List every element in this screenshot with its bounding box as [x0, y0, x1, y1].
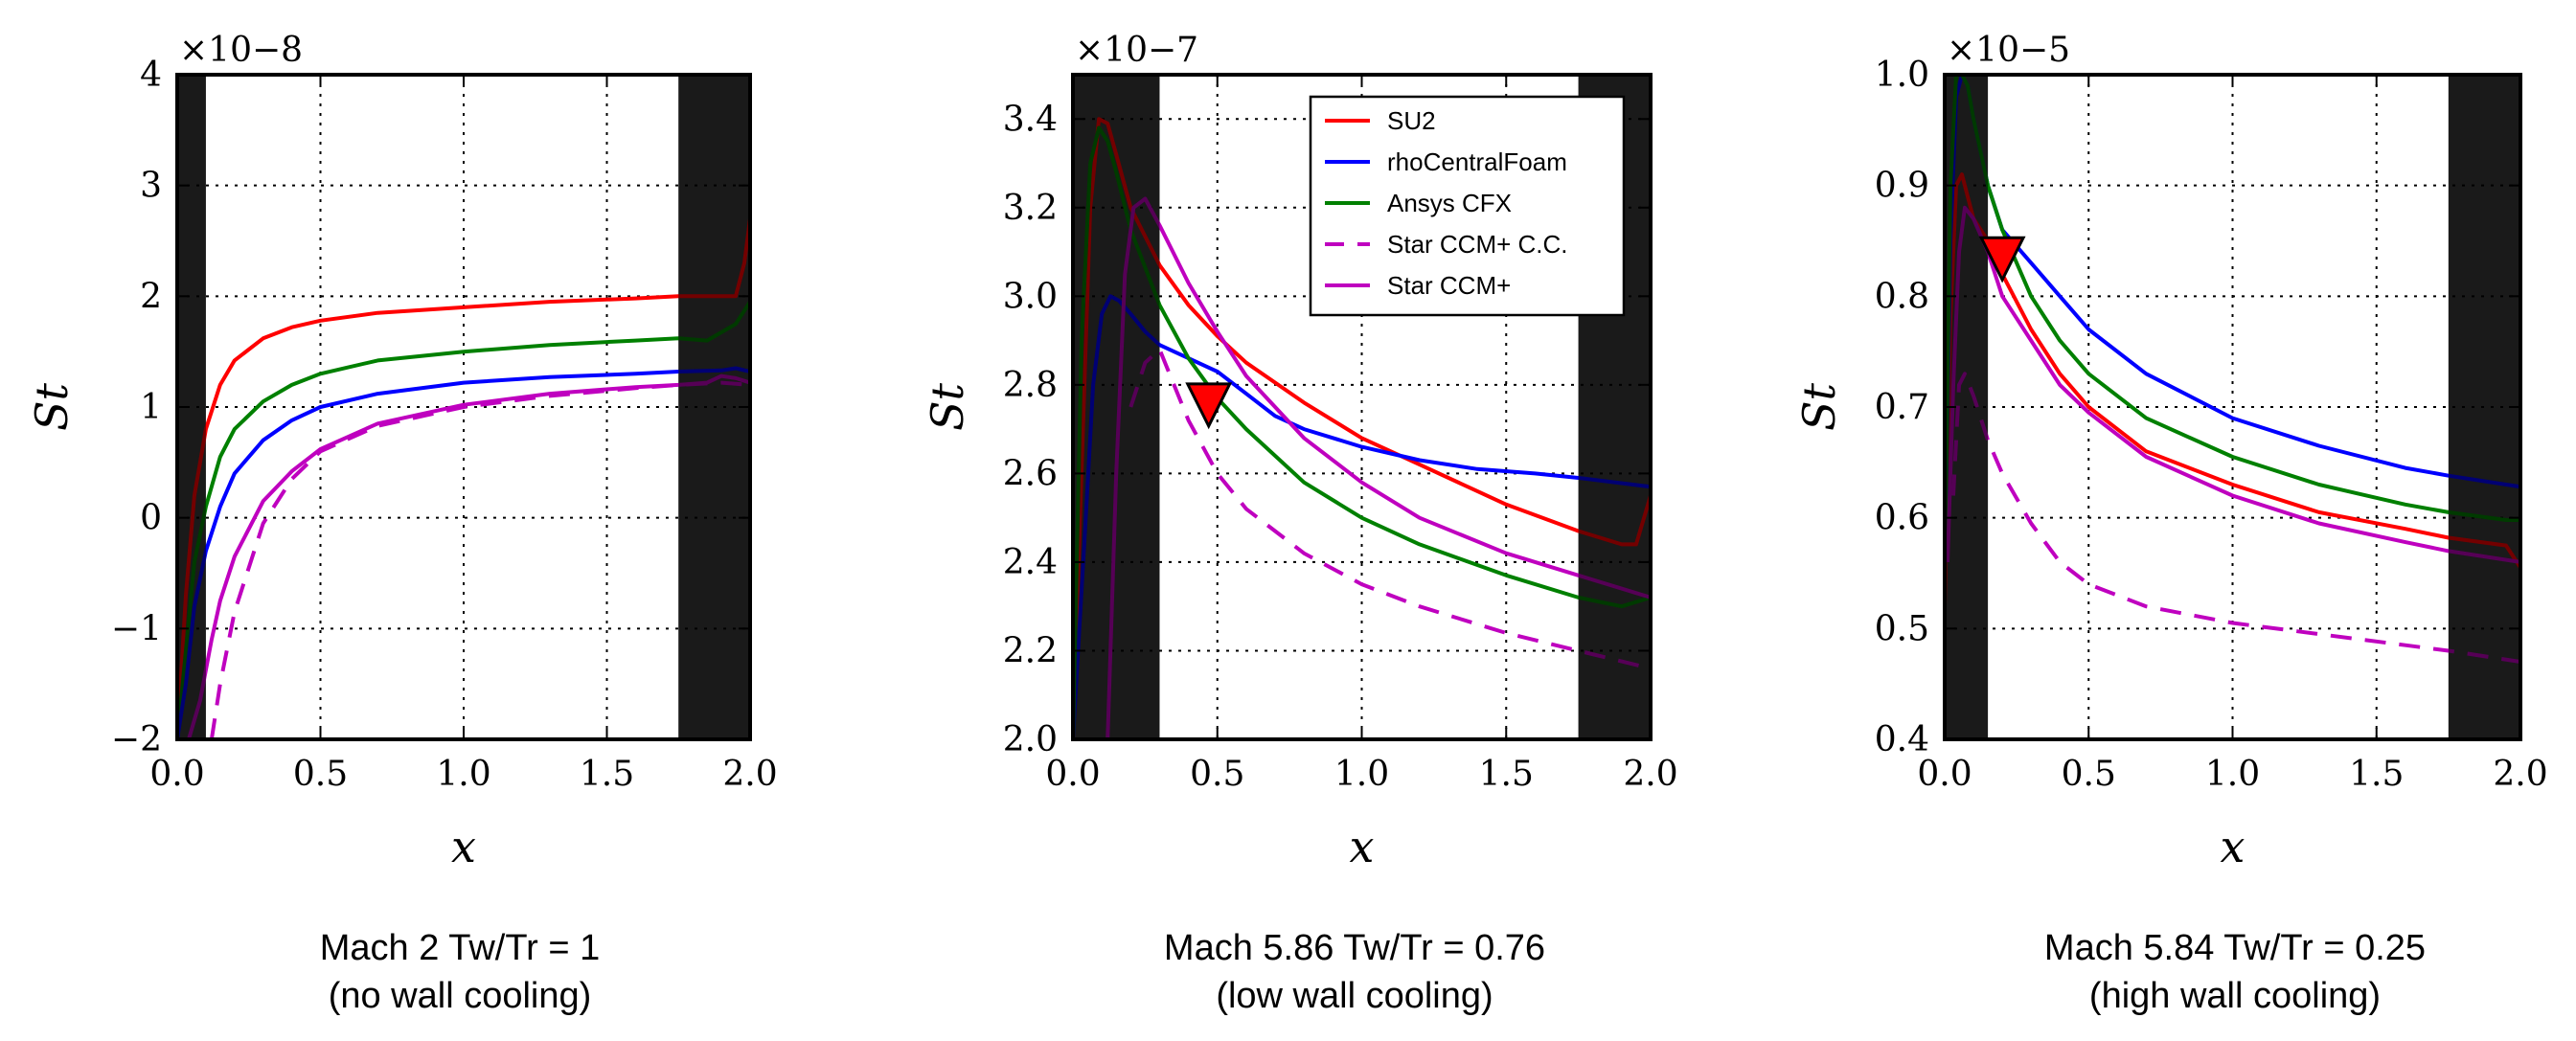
caption-panel-3-line-1: Mach 5.84 Tw/Tr = 0.25: [2043, 928, 2427, 968]
y-tick-label: 3.4: [1003, 100, 1058, 139]
y-axis-label: St: [922, 382, 973, 431]
x-tick-label: 2.0: [722, 755, 777, 794]
y-axis-label: St: [1793, 382, 1845, 431]
series-line-star-ccm-c-c-: [1128, 347, 1651, 670]
chart-panel-3: 0.0 0.5 1.0 1.5 2.0 0.4 0.5 0.6 0.7 0.8 0.9 1.0 ×10−…: [1793, 31, 2548, 872]
x-tick-label: 2.0: [2493, 755, 2547, 794]
chart-panel-1: 0.0 0.5 1.0 1.5 2.0 −2 −1 0 1 2 3 4 ×10−8 x St: [26, 31, 778, 872]
y-tick-label: 0.5: [1875, 609, 1929, 648]
y-tick-label: 2: [140, 277, 162, 316]
shaded-overlay: [1073, 75, 1160, 739]
y-tick-label: 2.2: [1003, 631, 1058, 670]
y-tick-label: −1: [111, 609, 162, 648]
y-tick-label: 0.7: [1875, 388, 1929, 427]
axis-offset-label: ×10−5: [1947, 31, 2070, 70]
legend-label: SU2: [1387, 106, 1436, 135]
caption-panel-1-line-2: (no wall cooling): [328, 976, 592, 1016]
x-tick-label: 0.0: [1045, 755, 1100, 794]
caption-panel-2-line-1: Mach 5.86 Tw/Tr = 0.76: [1163, 928, 1546, 968]
y-tick-label: 2.6: [1003, 454, 1058, 493]
x-tick-label: 1.5: [580, 755, 634, 794]
x-tick-label: 2.0: [1623, 755, 1677, 794]
y-tick-label: 3: [140, 167, 162, 206]
axis-offset-label: ×10−8: [179, 31, 303, 70]
x-tick-label: 1.0: [436, 755, 490, 794]
x-tick-label: 1.0: [1334, 755, 1389, 794]
x-axis-label: x: [2221, 821, 2245, 872]
marker-triangle: [1185, 382, 1233, 430]
y-tick-label: 0.4: [1875, 720, 1929, 759]
caption-panel-3-line-2: (high wall cooling): [2088, 976, 2382, 1016]
marker-triangle: [1978, 236, 2026, 283]
y-tick-label: 0.8: [1875, 277, 1929, 316]
legend-label: Ansys CFX: [1387, 189, 1512, 217]
y-tick-label: 3.0: [1003, 277, 1058, 316]
y-tick-label: −2: [111, 720, 162, 759]
y-tick-label: 1.0: [1875, 56, 1929, 95]
y-tick-label: 1: [140, 388, 162, 427]
x-axis-label: x: [1350, 821, 1375, 872]
y-tick-label: 0.9: [1875, 167, 1929, 206]
y-tick-label: 0.6: [1875, 499, 1929, 538]
series-line-ansys-cfx: [1945, 75, 2520, 574]
axis-offset-label: ×10−7: [1075, 31, 1198, 70]
x-tick-label: 0.0: [1917, 755, 1972, 794]
y-tick-label: 2.0: [1003, 720, 1058, 759]
y-axis-label: St: [26, 382, 78, 431]
y-tick-label: 2.8: [1003, 366, 1058, 405]
series-group: [1945, 75, 2520, 739]
y-tick-label: 4: [140, 56, 162, 95]
legend-label: Star CCM+ C.C.: [1387, 230, 1568, 259]
legend: SU2 rhoCentralFoam Ansys CFX Star CCM+ C.C.…: [1309, 95, 1626, 317]
caption-panel-1-line-1: Mach 2 Tw/Tr = 1: [319, 928, 601, 968]
shaded-overlay: [678, 75, 750, 739]
caption-panel-2: Mach 5.86 Tw/Tr = 0.76 (low wall cooling…: [1019, 924, 1690, 1020]
y-tick-label: 3.2: [1003, 189, 1058, 228]
caption-panel-2-line-2: (low wall cooling): [1216, 976, 1493, 1016]
legend-box: [1309, 95, 1626, 317]
x-tick-label: 0.5: [1190, 755, 1244, 794]
caption-panel-3: Mach 5.84 Tw/Tr = 0.25 (high wall coolin…: [1900, 924, 2570, 1020]
caption-panel-1: Mach 2 Tw/Tr = 1 (no wall cooling): [125, 924, 795, 1020]
y-tick-label: 2.4: [1003, 543, 1058, 582]
x-tick-label: 0.5: [2062, 755, 2116, 794]
series-line-star-ccm-c-c-: [1951, 372, 2520, 664]
legend-label: Star CCM+: [1387, 271, 1511, 300]
y-tick-label: 0: [140, 499, 162, 538]
legend-label: rhoCentralFoam: [1387, 147, 1567, 176]
x-tick-label: 0.0: [149, 755, 204, 794]
x-tick-label: 1.0: [2205, 755, 2260, 794]
shaded-overlay: [2448, 75, 2520, 739]
x-tick-label: 1.5: [1479, 755, 1534, 794]
x-axis-label: x: [451, 821, 476, 872]
x-tick-label: 1.5: [2349, 755, 2404, 794]
x-tick-label: 0.5: [293, 755, 348, 794]
